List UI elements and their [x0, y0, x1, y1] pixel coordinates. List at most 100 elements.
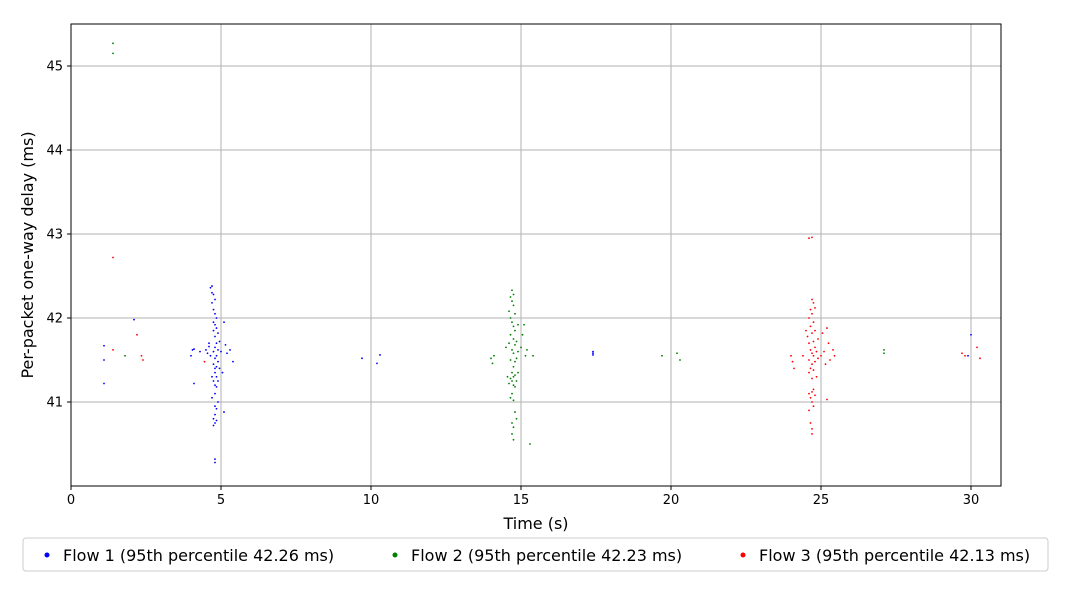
data-point: [212, 308, 215, 311]
series-flow-2: [112, 42, 885, 445]
data-point: [511, 392, 513, 395]
data-point: [826, 398, 828, 401]
y-tick-label: 45: [46, 60, 63, 75]
data-point: [508, 382, 510, 385]
data-point: [529, 443, 531, 445]
data-point: [191, 349, 194, 351]
data-point: [808, 237, 810, 240]
data-point: [676, 352, 678, 355]
data-point: [229, 349, 231, 351]
data-point: [832, 349, 834, 351]
data-point: [103, 344, 105, 347]
data-point: [512, 325, 515, 328]
data-point: [811, 401, 813, 403]
data-point: [214, 413, 216, 416]
data-point: [809, 325, 812, 328]
y-axis-ticks: 41 42 43 44 45: [46, 60, 71, 411]
data-point: [133, 318, 135, 321]
data-point: [814, 360, 816, 363]
x-axis-label: Time (s): [502, 514, 568, 533]
data-point: [883, 349, 885, 351]
data-point: [811, 332, 813, 335]
data-point: [512, 304, 515, 307]
data-point: [511, 300, 513, 303]
data-point: [217, 349, 219, 351]
data-point: [215, 354, 218, 357]
data-point: [112, 52, 114, 55]
data-point: [791, 360, 794, 363]
data-point: [512, 352, 515, 355]
data-point: [223, 321, 225, 324]
legend-box: [22, 537, 1049, 572]
series-flow-1: [103, 285, 972, 464]
data-point: [808, 371, 810, 374]
data-point: [976, 346, 978, 349]
data-point: [209, 286, 212, 289]
data-point: [812, 405, 815, 408]
data-point: [509, 333, 512, 336]
data-point: [217, 360, 219, 363]
data-point: [826, 327, 828, 329]
data-point: [814, 394, 816, 397]
data-point: [214, 422, 216, 424]
data-point: [514, 374, 516, 377]
data-point: [215, 419, 218, 422]
data-point: [811, 433, 813, 435]
x-tick-label: 25: [813, 493, 830, 508]
data-point: [515, 340, 518, 343]
data-point: [824, 363, 827, 366]
data-point: [505, 346, 507, 349]
data-point: [208, 345, 210, 348]
data-point: [514, 411, 516, 413]
data-point: [512, 293, 515, 296]
x-tick-label: 15: [513, 493, 530, 508]
y-tick-label: 43: [46, 228, 63, 243]
data-point: [811, 236, 813, 239]
data-point: [806, 335, 809, 338]
data-point: [812, 369, 815, 371]
legend-label-flow-2: Flow 2 (95th percentile 42.23 ms): [411, 546, 682, 565]
data-point: [515, 417, 518, 420]
data-point: [511, 422, 513, 424]
data-point: [521, 333, 524, 336]
data-point: [214, 371, 216, 374]
data-point: [511, 321, 513, 324]
y-axis-label: Per-packet one-way delay (ms): [18, 131, 37, 378]
data-point: [218, 367, 221, 370]
data-point: [491, 362, 494, 365]
data-point: [512, 365, 515, 368]
data-point: [592, 352, 594, 355]
data-point: [517, 323, 519, 326]
data-point: [679, 359, 681, 361]
data-point: [515, 357, 518, 360]
data-point: [512, 438, 515, 441]
data-point: [112, 349, 114, 351]
data-point: [215, 385, 218, 388]
data-point: [506, 375, 509, 378]
data-point: [379, 354, 381, 356]
data-point: [212, 293, 215, 296]
data-point: [511, 380, 513, 382]
data-point: [214, 323, 216, 326]
data-point: [811, 377, 813, 380]
legend-label-flow-3: Flow 3 (95th percentile 42.13 ms): [759, 546, 1030, 565]
data-point: [812, 301, 815, 304]
data-point: [808, 317, 810, 319]
data-point: [511, 433, 513, 435]
data-point: [808, 392, 810, 395]
data-point: [224, 343, 227, 346]
data-point: [514, 312, 516, 315]
series-flow-3: [112, 236, 981, 435]
data-point: [812, 340, 815, 343]
x-tick-label: 30: [963, 493, 980, 508]
data-point: [212, 380, 215, 382]
data-point: [508, 310, 510, 313]
data-point: [193, 348, 195, 350]
data-point: [212, 321, 215, 324]
data-point: [205, 349, 207, 351]
data-point: [212, 350, 215, 353]
data-point: [814, 329, 816, 332]
data-point: [206, 352, 209, 355]
